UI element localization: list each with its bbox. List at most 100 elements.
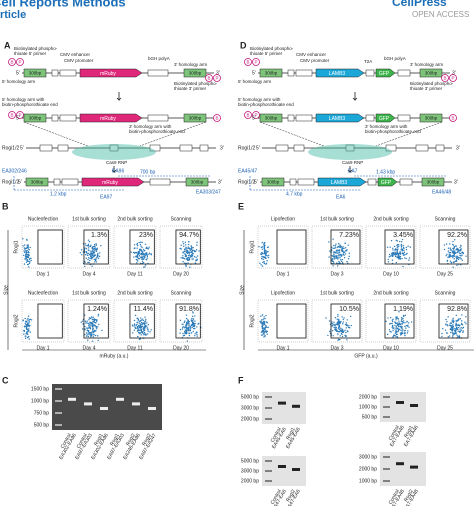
event-dot xyxy=(399,240,401,243)
event-dot xyxy=(89,323,92,325)
event-dot xyxy=(460,255,462,257)
label: 3' homology arm with xyxy=(129,124,172,129)
event-dot xyxy=(394,255,397,258)
event-dot xyxy=(179,328,182,331)
label: 2nd bulk sorting xyxy=(373,290,409,296)
event-dot xyxy=(96,248,98,251)
event-dot xyxy=(447,247,450,249)
label: Scanning xyxy=(171,216,192,222)
event-dot xyxy=(92,318,94,321)
event-dot xyxy=(133,244,136,246)
gate xyxy=(83,229,109,265)
event-dot xyxy=(394,251,396,253)
event-dot xyxy=(388,256,391,258)
event-dot xyxy=(143,323,146,325)
event-dot xyxy=(94,318,97,321)
label: Rogi1 xyxy=(285,426,297,441)
label: 5' xyxy=(256,145,260,151)
event-dot xyxy=(332,265,334,267)
event-dot xyxy=(339,321,341,323)
insert-label: LAMB3 xyxy=(329,71,346,77)
event-dot xyxy=(441,332,443,335)
event-dot xyxy=(188,334,191,337)
label: Day 3 xyxy=(330,271,343,277)
label: B xyxy=(246,59,249,64)
event-dot xyxy=(407,324,409,326)
event-dot xyxy=(136,245,139,247)
event-dot xyxy=(460,264,462,266)
label: Day 11 xyxy=(127,345,143,351)
event-dot xyxy=(263,260,265,263)
event-dot xyxy=(88,319,90,321)
event-dot xyxy=(331,258,334,260)
event-dot xyxy=(24,257,27,260)
label: Rogi1 xyxy=(109,432,121,447)
event-dot xyxy=(89,321,91,324)
event-dot xyxy=(23,247,26,249)
event-dot xyxy=(145,258,148,261)
event-dot xyxy=(142,258,144,261)
label: 5' xyxy=(16,115,20,121)
event-dot xyxy=(91,246,94,248)
event-dot xyxy=(144,327,146,329)
event-dot xyxy=(140,317,142,319)
event-dot xyxy=(93,318,96,321)
label: 5000 bp xyxy=(241,394,259,400)
event-dot xyxy=(25,321,28,323)
event-dot xyxy=(461,314,463,316)
label: 300bp xyxy=(191,180,204,185)
event-dot xyxy=(140,256,142,259)
event-dot xyxy=(180,257,182,259)
event-dot xyxy=(265,262,268,265)
event-dot xyxy=(395,261,398,264)
event-dot xyxy=(181,328,184,330)
box xyxy=(415,144,429,152)
event-dot xyxy=(192,323,194,326)
badge xyxy=(449,74,457,82)
event-dot xyxy=(89,245,92,248)
box xyxy=(59,69,77,77)
event-dot xyxy=(140,334,142,336)
event-dot xyxy=(451,336,454,338)
event-dot xyxy=(187,254,190,257)
event-dot xyxy=(24,337,27,340)
event-dot xyxy=(142,248,145,251)
event-dot xyxy=(196,244,198,246)
event-dot xyxy=(30,319,33,321)
event-dot xyxy=(398,245,400,248)
insert-label: mRuby xyxy=(102,180,118,186)
event-dot xyxy=(147,328,149,331)
event-dot xyxy=(390,239,393,242)
event-dot xyxy=(26,256,29,259)
event-dot xyxy=(188,241,190,243)
label: 1st bulk sorting xyxy=(72,290,106,296)
event-dot xyxy=(147,248,150,250)
event-dot xyxy=(186,329,188,331)
event-dot xyxy=(196,331,198,334)
event-dot xyxy=(139,241,142,243)
event-dot xyxy=(340,260,343,263)
event-dot xyxy=(405,246,407,249)
event-dot xyxy=(331,322,333,325)
event-dot xyxy=(90,255,92,258)
event-dot xyxy=(139,250,141,252)
event-dot xyxy=(26,323,28,326)
event-dot xyxy=(449,249,452,251)
event-dot xyxy=(386,333,389,336)
event-dot xyxy=(88,333,91,335)
event-dot xyxy=(139,244,142,246)
event-dot xyxy=(443,244,446,246)
event-dot xyxy=(191,320,194,322)
event-dot xyxy=(457,326,460,329)
label: 5' xyxy=(20,145,24,151)
event-dot xyxy=(26,325,28,327)
event-dot xyxy=(93,255,96,257)
event-dot xyxy=(458,250,461,252)
event-dot xyxy=(342,253,345,256)
event-dot xyxy=(186,252,189,254)
label: P xyxy=(254,112,257,117)
badge xyxy=(213,74,221,82)
event-dot xyxy=(261,255,263,258)
event-dot xyxy=(190,319,193,321)
event-dot xyxy=(337,333,339,335)
